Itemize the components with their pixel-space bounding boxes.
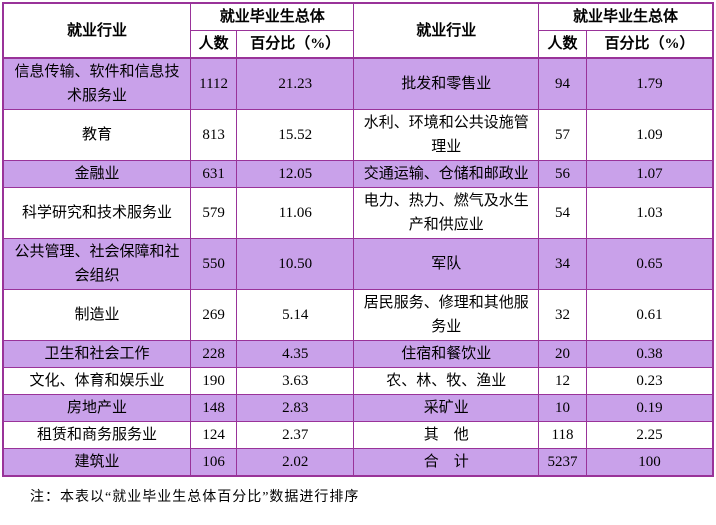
header-industry-right: 就业行业 <box>353 2 539 59</box>
industry-cell: 合 计 <box>353 448 539 477</box>
count-cell: 12 <box>537 367 588 395</box>
table-row: 制造业 269 5.14 居民服务、修理和其他服务业 32 0.61 <box>2 289 714 341</box>
count-cell: 118 <box>537 421 588 449</box>
table-row: 租赁和商务服务业 124 2.37 其 他 118 2.25 <box>2 421 714 449</box>
percent-cell: 1.07 <box>586 160 714 188</box>
table-header: 就业行业 就业毕业生总体 就业行业 就业毕业生总体 人数 百分比（%） 人数 百… <box>2 2 714 59</box>
table-row: 教育 813 15.52 水利、环境和公共设施管理业 57 1.09 <box>2 109 714 161</box>
industry-cell: 其 他 <box>353 421 539 449</box>
percent-cell: 1.03 <box>586 187 714 239</box>
percent-cell: 2.37 <box>236 421 355 449</box>
industry-cell: 农、林、牧、渔业 <box>353 367 539 395</box>
count-cell: 124 <box>190 421 238 449</box>
count-cell: 1112 <box>190 57 238 110</box>
percent-cell: 1.79 <box>586 57 714 110</box>
percent-cell: 10.50 <box>236 238 355 290</box>
industry-cell: 水利、环境和公共设施管理业 <box>353 109 539 161</box>
industry-cell: 交通运输、仓储和邮政业 <box>353 160 539 188</box>
count-cell: 32 <box>537 289 588 341</box>
header-group-right: 就业毕业生总体 <box>537 2 714 31</box>
industry-cell: 房地产业 <box>2 394 192 422</box>
industry-cell: 建筑业 <box>2 448 192 477</box>
count-cell: 54 <box>537 187 588 239</box>
table-row: 建筑业 106 2.02 合 计 5237 100 <box>2 448 714 477</box>
industry-cell: 卫生和社会工作 <box>2 340 192 368</box>
count-cell: 34 <box>537 238 588 290</box>
count-cell: 94 <box>537 57 588 110</box>
percent-cell: 3.63 <box>236 367 355 395</box>
industry-cell: 制造业 <box>2 289 192 341</box>
header-industry-left: 就业行业 <box>2 2 192 59</box>
table-row: 房地产业 148 2.83 采矿业 10 0.19 <box>2 394 714 422</box>
table-row: 科学研究和技术服务业 579 11.06 电力、热力、燃气及水生产和供应业 54… <box>2 187 714 239</box>
header-percent-right: 百分比（%） <box>586 30 714 59</box>
count-cell: 190 <box>190 367 238 395</box>
industry-cell: 教育 <box>2 109 192 161</box>
count-cell: 56 <box>537 160 588 188</box>
count-cell: 5237 <box>537 448 588 477</box>
count-cell: 631 <box>190 160 238 188</box>
percent-cell: 100 <box>586 448 714 477</box>
industry-cell: 采矿业 <box>353 394 539 422</box>
count-cell: 20 <box>537 340 588 368</box>
count-cell: 10 <box>537 394 588 422</box>
industry-cell: 信息传输、软件和信息技术服务业 <box>2 57 192 110</box>
percent-cell: 5.14 <box>236 289 355 341</box>
percent-cell: 0.61 <box>586 289 714 341</box>
table-row: 金融业 631 12.05 交通运输、仓储和邮政业 56 1.07 <box>2 160 714 188</box>
industry-cell: 住宿和餐饮业 <box>353 340 539 368</box>
table-row: 公共管理、社会保障和社会组织 550 10.50 军队 34 0.65 <box>2 238 714 290</box>
count-cell: 550 <box>190 238 238 290</box>
percent-cell: 4.35 <box>236 340 355 368</box>
percent-cell: 2.02 <box>236 448 355 477</box>
header-count-right: 人数 <box>537 30 588 59</box>
industry-cell: 公共管理、社会保障和社会组织 <box>2 238 192 290</box>
percent-cell: 15.52 <box>236 109 355 161</box>
count-cell: 269 <box>190 289 238 341</box>
table-row: 信息传输、软件和信息技术服务业 1112 21.23 批发和零售业 94 1.7… <box>2 57 714 110</box>
industry-cell: 居民服务、修理和其他服务业 <box>353 289 539 341</box>
count-cell: 148 <box>190 394 238 422</box>
industry-cell: 租赁和商务服务业 <box>2 421 192 449</box>
percent-cell: 0.19 <box>586 394 714 422</box>
percent-cell: 0.65 <box>586 238 714 290</box>
industry-cell: 科学研究和技术服务业 <box>2 187 192 239</box>
industry-cell: 电力、热力、燃气及水生产和供应业 <box>353 187 539 239</box>
percent-cell: 0.38 <box>586 340 714 368</box>
percent-cell: 0.23 <box>586 367 714 395</box>
count-cell: 57 <box>537 109 588 161</box>
percent-cell: 2.25 <box>586 421 714 449</box>
employment-industry-table: 就业行业 就业毕业生总体 就业行业 就业毕业生总体 人数 百分比（%） 人数 百… <box>2 2 714 477</box>
percent-cell: 11.06 <box>236 187 355 239</box>
percent-cell: 2.83 <box>236 394 355 422</box>
industry-cell: 军队 <box>353 238 539 290</box>
count-cell: 228 <box>190 340 238 368</box>
header-count-left: 人数 <box>190 30 238 59</box>
count-cell: 813 <box>190 109 238 161</box>
industry-cell: 批发和零售业 <box>353 57 539 110</box>
percent-cell: 21.23 <box>236 57 355 110</box>
percent-cell: 1.09 <box>586 109 714 161</box>
header-group-left: 就业毕业生总体 <box>190 2 355 31</box>
percent-cell: 12.05 <box>236 160 355 188</box>
header-percent-left: 百分比（%） <box>236 30 355 59</box>
count-cell: 106 <box>190 448 238 477</box>
table-row: 文化、体育和娱乐业 190 3.63 农、林、牧、渔业 12 0.23 <box>2 367 714 395</box>
industry-cell: 文化、体育和娱乐业 <box>2 367 192 395</box>
table-row: 卫生和社会工作 228 4.35 住宿和餐饮业 20 0.38 <box>2 340 714 368</box>
industry-cell: 金融业 <box>2 160 192 188</box>
table-footnote: 注：本表以“就业毕业生总体百分比”数据进行排序 <box>30 490 360 505</box>
count-cell: 579 <box>190 187 238 239</box>
